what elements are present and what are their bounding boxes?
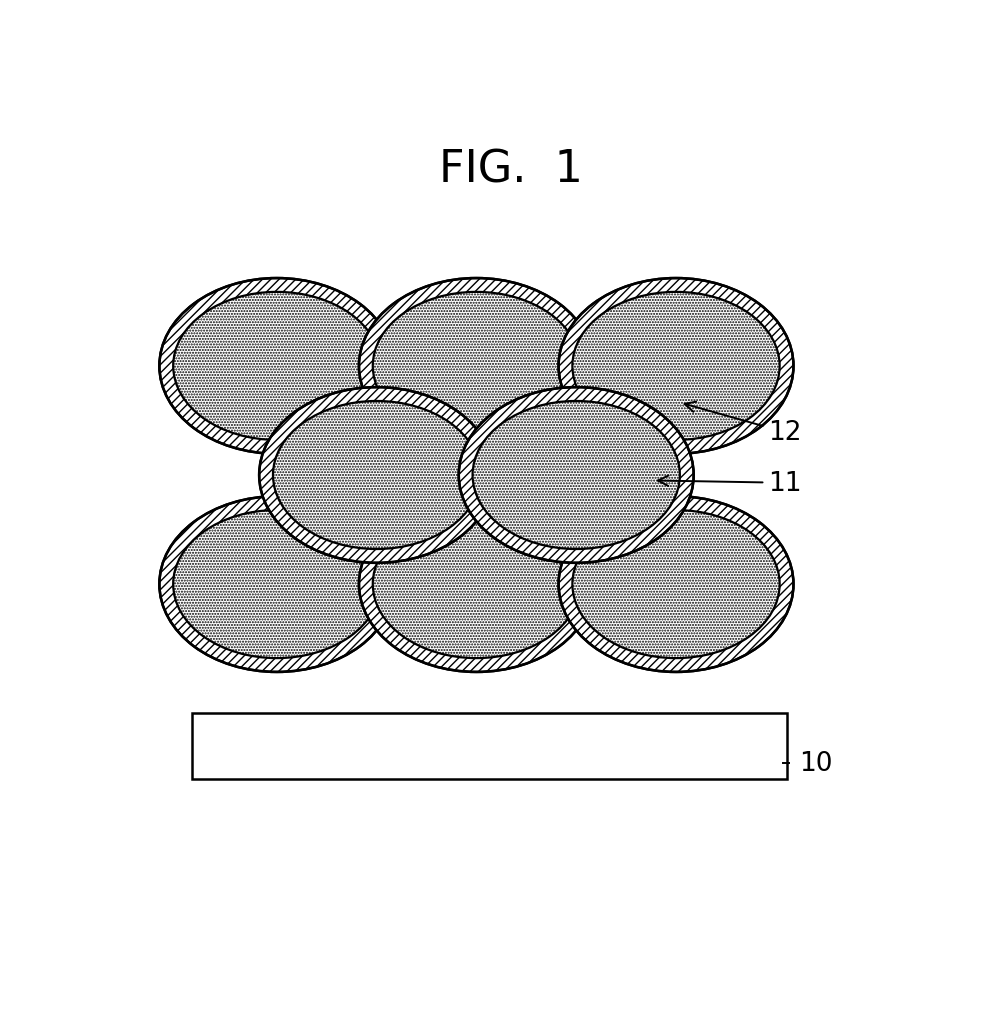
- Ellipse shape: [173, 292, 381, 441]
- Ellipse shape: [459, 388, 694, 563]
- Text: 12: 12: [685, 402, 802, 446]
- Ellipse shape: [373, 511, 580, 658]
- Ellipse shape: [259, 388, 495, 563]
- Ellipse shape: [558, 279, 794, 454]
- Ellipse shape: [160, 279, 394, 454]
- Ellipse shape: [373, 292, 580, 441]
- Ellipse shape: [373, 511, 580, 658]
- Ellipse shape: [459, 388, 694, 563]
- Bar: [192, 713, 788, 779]
- Ellipse shape: [572, 511, 780, 658]
- Text: 11: 11: [658, 470, 802, 496]
- Ellipse shape: [558, 496, 794, 672]
- Ellipse shape: [558, 279, 794, 454]
- Ellipse shape: [572, 292, 780, 441]
- Ellipse shape: [572, 292, 780, 441]
- Ellipse shape: [359, 496, 594, 672]
- Ellipse shape: [173, 511, 381, 658]
- Ellipse shape: [558, 496, 794, 672]
- Ellipse shape: [359, 279, 594, 454]
- Ellipse shape: [259, 388, 495, 563]
- Ellipse shape: [473, 401, 680, 549]
- Ellipse shape: [173, 511, 381, 658]
- Ellipse shape: [359, 496, 594, 672]
- Ellipse shape: [473, 401, 680, 549]
- Ellipse shape: [173, 292, 381, 441]
- Text: 10: 10: [799, 750, 832, 776]
- Ellipse shape: [273, 401, 481, 549]
- Ellipse shape: [373, 292, 580, 441]
- Text: FIG.  1: FIG. 1: [439, 149, 583, 191]
- Ellipse shape: [359, 279, 594, 454]
- Ellipse shape: [572, 511, 780, 658]
- Ellipse shape: [160, 496, 394, 672]
- Ellipse shape: [273, 401, 481, 549]
- Ellipse shape: [160, 496, 394, 672]
- Ellipse shape: [160, 279, 394, 454]
